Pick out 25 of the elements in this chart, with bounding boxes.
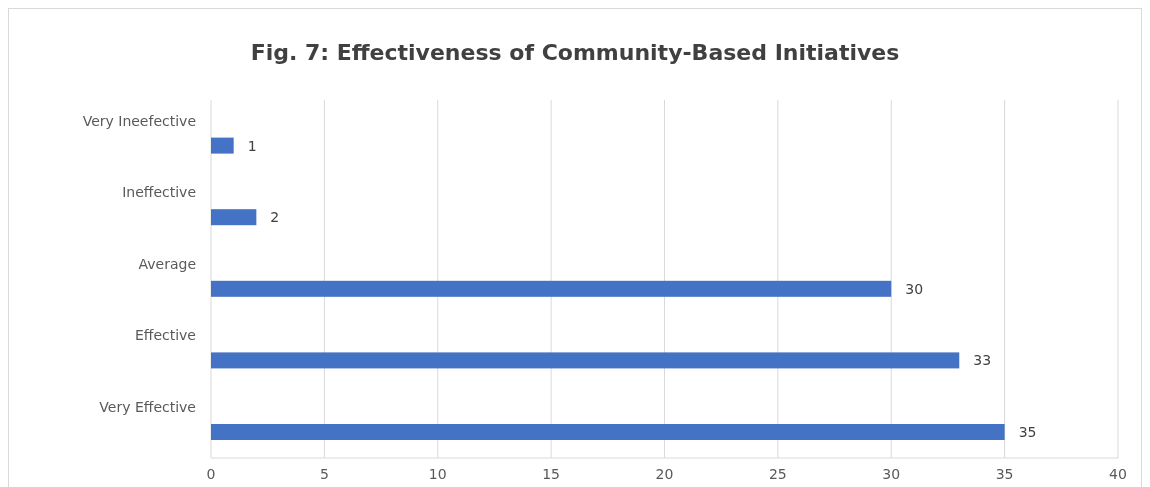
x-tick-label: 10 — [428, 466, 447, 482]
bar — [211, 137, 234, 154]
y-tick-label: Average — [138, 255, 196, 272]
bar — [211, 424, 1005, 440]
x-tick-label: 5 — [319, 466, 329, 482]
x-tick-label: 40 — [1109, 466, 1127, 482]
x-tick-label: 0 — [206, 466, 216, 482]
x-tick-label: 25 — [768, 466, 787, 482]
data-label: 35 — [1018, 424, 1037, 440]
y-tick-label: Effective — [134, 327, 196, 344]
data-label: 2 — [270, 209, 280, 226]
bar — [211, 209, 257, 226]
y-tick-label: Very Effective — [99, 399, 196, 415]
data-label: 30 — [905, 280, 924, 297]
chart-title: Fig. 7: Effectiveness of Community-Based Initiatives — [250, 40, 900, 65]
data-label: 33 — [973, 352, 992, 369]
x-tick-label: 30 — [882, 466, 901, 482]
x-tick-label: 35 — [995, 466, 1014, 482]
bar — [211, 280, 892, 297]
x-tick-label: 15 — [542, 466, 561, 482]
y-tick-label: Very Ineefective — [82, 112, 196, 129]
bar — [211, 352, 960, 369]
data-label: 1 — [247, 137, 257, 154]
y-tick-label: Ineffective — [122, 184, 196, 201]
x-tick-label: 20 — [655, 466, 674, 482]
